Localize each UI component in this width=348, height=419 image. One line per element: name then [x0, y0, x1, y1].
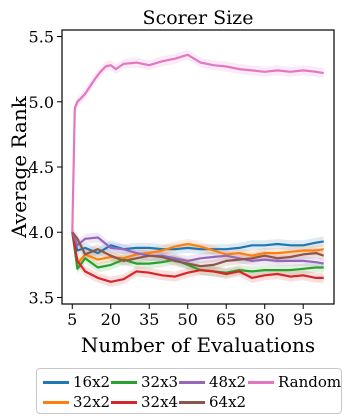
y-tick-label: 3.5 [29, 288, 54, 307]
series-line-32x2 [71, 232, 324, 265]
chart-title: Scorer Size [143, 7, 254, 29]
x-tick-label: 65 [216, 310, 236, 329]
legend-label: 16x2 [73, 373, 111, 391]
y-tick-label: 5.0 [29, 93, 54, 112]
legend-item-32x2: 32x2 [43, 393, 110, 411]
legend-swatch [111, 400, 137, 404]
legend-label: 64x2 [209, 393, 247, 411]
legend-label: Random [278, 373, 342, 391]
series-line-16x2 [71, 231, 324, 255]
x-tick-label: 80 [255, 310, 275, 329]
legend-swatch [111, 380, 137, 384]
x-tick-label: 50 [178, 310, 198, 329]
legend-item-32x3: 32x3 [111, 373, 178, 391]
series-line-32x4 [71, 232, 324, 283]
legend: 16x2 32x3 48x2 Random 32x2 32x4 64x2 [36, 368, 342, 414]
legend-label: 32x4 [141, 393, 179, 411]
y-axis: 3.5 4.0 4.5 5.0 5.5 [29, 28, 62, 307]
legend-swatch [248, 380, 274, 384]
legend-label: 48x2 [209, 373, 247, 391]
legend-swatch [43, 400, 69, 404]
x-axis: 5 20 35 50 65 80 95 [67, 304, 313, 329]
x-tick-label: 35 [139, 310, 159, 329]
y-axis-label: Average Rank [7, 95, 31, 239]
legend-swatch [179, 400, 205, 404]
legend-swatch [179, 380, 205, 384]
y-tick-label: 5.5 [29, 28, 54, 47]
legend-swatch [43, 380, 69, 384]
legend-label: 32x2 [73, 393, 111, 411]
legend-item-64x2: 64x2 [179, 393, 246, 411]
legend-item-48x2: 48x2 [179, 373, 246, 391]
x-tick-label: 20 [101, 310, 121, 329]
legend-item-32x4: 32x4 [111, 393, 178, 411]
series-line-48x2 [71, 231, 324, 265]
series-line-32x3 [71, 232, 324, 274]
x-tick-label: 5 [67, 310, 77, 329]
x-axis-label: Number of Evaluations [81, 333, 315, 357]
y-tick-label: 4.0 [29, 223, 54, 242]
series-line-64x2 [71, 231, 325, 268]
legend-item-16x2: 16x2 [43, 373, 110, 391]
y-tick-label: 4.5 [29, 158, 54, 177]
series-line-Random [71, 53, 324, 233]
x-tick-label: 95 [293, 310, 313, 329]
band-16x2 [72, 227, 324, 259]
legend-label: 32x3 [141, 373, 179, 391]
band-48x2 [72, 227, 324, 269]
series-lines [71, 53, 325, 283]
band-Random [72, 49, 324, 238]
band-32x3 [72, 227, 324, 278]
legend-item-random: Random [248, 373, 341, 391]
